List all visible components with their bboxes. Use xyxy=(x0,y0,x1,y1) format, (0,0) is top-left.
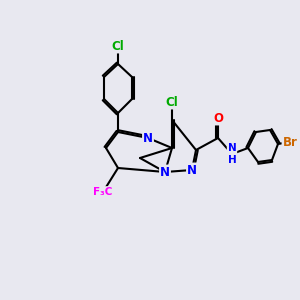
Text: F₃C: F₃C xyxy=(93,187,113,197)
Text: N: N xyxy=(160,166,170,178)
Text: Br: Br xyxy=(283,136,297,148)
Text: N: N xyxy=(143,131,153,145)
Text: N
H: N H xyxy=(228,143,236,165)
Text: N: N xyxy=(187,164,197,176)
Text: O: O xyxy=(213,112,223,124)
Text: Cl: Cl xyxy=(166,95,178,109)
Text: Cl: Cl xyxy=(112,40,124,52)
